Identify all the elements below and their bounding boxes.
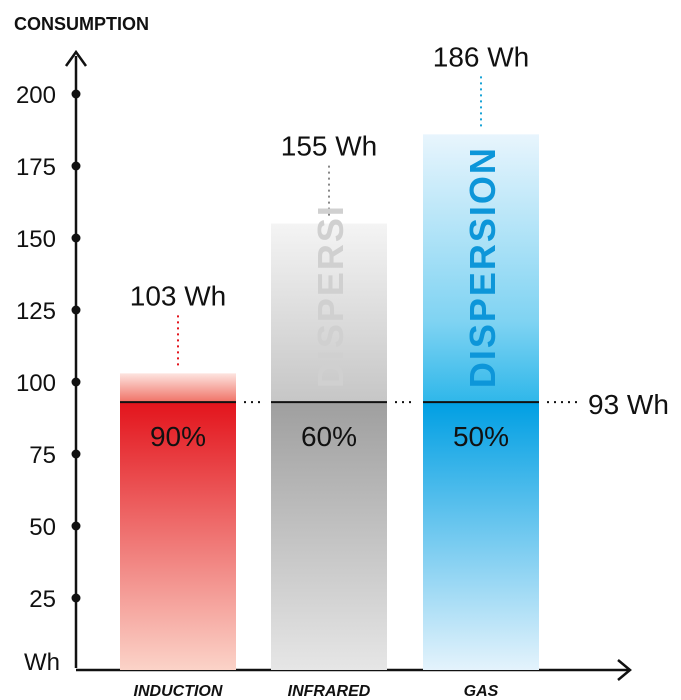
bar-infrared-dispersion <box>271 223 387 403</box>
bar-induction-useful <box>120 402 236 670</box>
category-label-infrared: INFRARED <box>288 683 371 700</box>
bar-labels: 103 Wh 90% INDUCTION 155 Wh 60% INFRARED 186 W… <box>120 41 669 700</box>
y-ticks: 25 50 75 100 125 150 175 200 <box>16 82 81 613</box>
bar-infrared-useful <box>271 402 387 670</box>
y-tick-dot-200 <box>71 89 81 99</box>
y-tick-dot-175 <box>71 161 81 171</box>
category-label-induction: INDUCTION <box>134 683 223 700</box>
y-tick-dot-150 <box>71 233 81 243</box>
y-tick-label-175: 175 <box>16 154 56 181</box>
bar-gas-dispersion <box>423 134 539 403</box>
value-label-gas: 186 Wh <box>433 41 530 72</box>
bar-gas-useful <box>423 402 539 670</box>
category-label-gas: GAS <box>464 683 499 700</box>
y-tick-label-100: 100 <box>16 370 56 397</box>
y-tick-label-125: 125 <box>16 298 56 325</box>
dispersion-label-gas: DISPERSION <box>462 146 503 388</box>
y-tick-label-150: 150 <box>16 226 56 253</box>
y-axis-unit: Wh <box>24 649 60 676</box>
y-tick-label-200: 200 <box>16 82 56 109</box>
y-tick-label-25: 25 <box>29 586 56 613</box>
y-tick-dot-75 <box>71 449 81 459</box>
y-tick-label-75: 75 <box>29 442 56 469</box>
y-axis-title: CONSUMPTION <box>14 14 149 34</box>
y-tick-dot-25 <box>71 593 81 603</box>
y-tick-dot-100 <box>71 377 81 387</box>
value-label-infrared: 155 Wh <box>281 131 378 162</box>
x-axis-arrow <box>617 659 632 681</box>
efficiency-label-gas: 50% <box>453 421 509 452</box>
bars <box>120 134 539 670</box>
y-axis-arrow <box>64 49 88 67</box>
dispersion-label-infrared: DISPERSI <box>310 204 351 388</box>
value-label-induction: 103 Wh <box>130 280 227 311</box>
y-tick-label-50: 50 <box>29 514 56 541</box>
efficiency-label-infrared: 60% <box>301 421 357 452</box>
y-tick-dot-125 <box>71 305 81 315</box>
bar-induction-dispersion <box>120 373 236 403</box>
useful-energy-label: 93 Wh <box>588 389 669 420</box>
y-tick-dot-50 <box>71 521 81 531</box>
efficiency-label-induction: 90% <box>150 421 206 452</box>
